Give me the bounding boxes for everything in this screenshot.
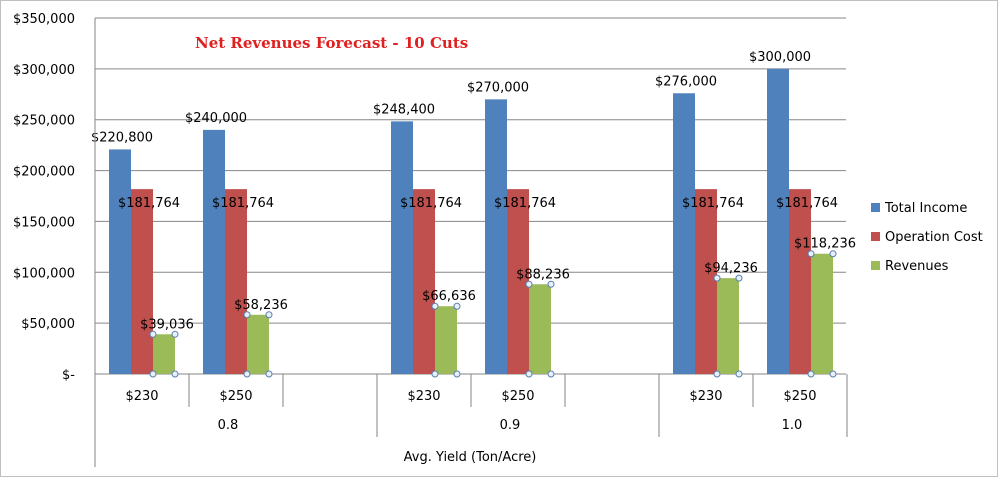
y-tick-label: $150,000 xyxy=(13,215,75,230)
y-tick-label: $50,000 xyxy=(21,317,75,332)
selection-handle xyxy=(829,370,837,378)
bar-operation-cost xyxy=(789,189,811,374)
data-label: $181,764 xyxy=(494,196,556,211)
selection-handle xyxy=(713,370,721,378)
data-label: $118,236 xyxy=(794,237,856,252)
selection-handle xyxy=(547,280,555,288)
selection-handle xyxy=(171,330,179,338)
y-tick-label: $350,000 xyxy=(13,12,75,27)
data-label: $181,764 xyxy=(212,196,274,211)
bar-total-income xyxy=(485,99,507,374)
legend-swatch xyxy=(871,261,880,270)
selection-handle xyxy=(829,250,837,258)
selection-handle xyxy=(265,370,273,378)
data-label: $39,036 xyxy=(140,317,194,332)
selection-handle xyxy=(243,370,251,378)
selection-handle xyxy=(149,330,157,338)
bar-revenues xyxy=(529,284,551,374)
bar-revenues xyxy=(247,314,269,374)
bar-revenues xyxy=(153,334,175,374)
x-axis: $230 $250 0.8 $230 $250 0.9 $230 $250 1.0 xyxy=(125,374,848,437)
selection-handle xyxy=(453,302,461,310)
data-label: $58,236 xyxy=(234,298,288,313)
selection-handle xyxy=(265,311,273,319)
bar-operation-cost xyxy=(413,189,435,374)
selection-handle xyxy=(431,302,439,310)
selection-handle xyxy=(713,274,721,282)
legend-swatch xyxy=(871,232,880,241)
bar-total-income xyxy=(767,68,789,374)
legend-swatch xyxy=(871,203,880,212)
legend-label: Operation Cost xyxy=(885,230,983,245)
bar-operation-cost xyxy=(507,189,529,374)
x-category-label: $250 xyxy=(783,389,816,404)
legend-label: Total Income xyxy=(884,201,967,216)
data-label: $181,764 xyxy=(776,196,838,211)
x-category-label: $230 xyxy=(689,389,722,404)
y-axis: $- $50,000 $100,000 $150,000 $200,000 $250,00… xyxy=(13,12,96,467)
bar-operation-cost xyxy=(225,189,247,374)
x-category-label: $250 xyxy=(219,389,252,404)
y-tick-label: $100,000 xyxy=(13,266,75,281)
data-label: $66,636 xyxy=(422,289,476,304)
bar-total-income xyxy=(109,149,131,374)
selection-handle xyxy=(735,274,743,282)
selection-handle xyxy=(807,370,815,378)
bar-total-income xyxy=(391,121,413,375)
bar-operation-cost xyxy=(131,189,153,374)
data-labels: $220,800 $240,000 $248,400 $270,000 $276,000… xyxy=(91,50,856,332)
selection-handle xyxy=(171,370,179,378)
selection-handle xyxy=(525,280,533,288)
y-tick-label: $- xyxy=(62,368,75,383)
y-tick-label: $300,000 xyxy=(13,63,75,78)
data-label: $270,000 xyxy=(467,80,529,95)
data-label: $220,800 xyxy=(91,130,153,145)
selection-handle xyxy=(807,250,815,258)
bar-operation-cost xyxy=(695,189,717,374)
data-label: $94,236 xyxy=(704,261,758,276)
bar-revenues xyxy=(435,306,457,374)
data-label: $300,000 xyxy=(749,50,811,65)
data-label: $88,236 xyxy=(516,267,570,282)
data-label: $181,764 xyxy=(682,196,744,211)
bar-total-income xyxy=(673,93,695,375)
y-tick-label: $200,000 xyxy=(13,165,75,180)
chart-title: Net Revenues Forecast - 10 Cuts xyxy=(195,34,468,52)
data-label: $276,000 xyxy=(655,74,717,89)
data-label: $181,764 xyxy=(400,196,462,211)
x-group-label: 0.8 xyxy=(218,418,239,433)
selection-handle xyxy=(547,370,555,378)
bar-revenues xyxy=(811,253,833,374)
bars xyxy=(109,68,837,378)
selection-handle xyxy=(243,311,251,319)
y-tick-label: $250,000 xyxy=(13,114,75,129)
x-group-label: 1.0 xyxy=(782,418,803,433)
selection-handle xyxy=(735,370,743,378)
x-group-label: 0.9 xyxy=(500,418,521,433)
x-category-label: $230 xyxy=(125,389,158,404)
selection-handle xyxy=(431,370,439,378)
bar-total-income xyxy=(203,129,225,374)
legend-label: Revenues xyxy=(885,259,949,274)
data-label: $248,400 xyxy=(373,102,435,117)
legend: Total Income Operation Cost Revenues xyxy=(871,201,983,274)
selection-handle xyxy=(453,370,461,378)
x-axis-title: Avg. Yield (Ton/Acre) xyxy=(404,450,537,465)
data-label: $181,764 xyxy=(118,196,180,211)
selection-handle xyxy=(525,370,533,378)
bar-revenues xyxy=(717,278,739,374)
selection-handle xyxy=(149,370,157,378)
x-category-label: $230 xyxy=(407,389,440,404)
x-category-label: $250 xyxy=(501,389,534,404)
data-label: $240,000 xyxy=(185,111,247,126)
